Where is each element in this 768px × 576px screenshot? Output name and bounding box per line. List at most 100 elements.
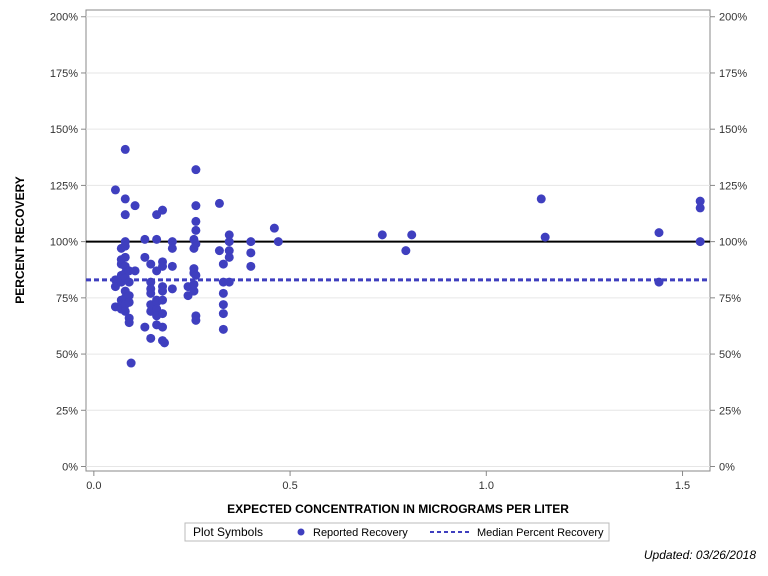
y-tick-label-left: 75% [56,293,78,305]
data-point [110,185,120,195]
y-tick-label-right: 25% [719,405,741,417]
data-point [146,288,156,298]
data-point [130,201,140,211]
y-tick-label-left: 125% [50,180,78,192]
data-point [126,358,136,368]
data-point [189,286,199,296]
data-point [146,277,156,287]
data-point [224,237,234,247]
data-point [124,291,134,301]
data-point [158,295,168,305]
y-tick-label-left: 100% [50,237,78,249]
legend-label-median: Median Percent Recovery [477,527,604,539]
y-tick-label-right: 0% [719,462,735,474]
data-point [120,306,130,316]
legend-marker-reported-recovery [297,528,305,536]
data-point [224,246,234,256]
plot-frame [85,9,711,472]
data-point [218,324,228,334]
data-point [224,230,234,240]
y-tick-label-left: 0% [62,462,78,474]
data-point [124,297,134,307]
y-tick-label-left: 150% [50,124,78,136]
data-point [120,241,130,251]
y-axis-label: PERCENT RECOVERY [13,176,27,304]
x-tick-label: 1.5 [675,480,690,492]
y-tick-label-right: 75% [719,293,741,305]
data-point [167,284,177,294]
y-tick-label-right: 175% [719,68,747,80]
data-point [246,261,256,271]
data-point [120,144,130,154]
y-tick-label-left: 25% [56,405,78,417]
y-tick-label-right: 150% [719,124,747,136]
y-tick-label-left: 175% [50,68,78,80]
data-point [120,194,130,204]
data-point [695,237,705,247]
data-point [224,252,234,262]
y-tick-label-right: 100% [719,237,747,249]
y-tick-label-right: 125% [719,180,747,192]
data-point [120,252,130,262]
data-point [191,315,201,325]
data-point [140,234,150,244]
data-point [191,225,201,235]
data-point [246,237,256,247]
data-point [191,201,201,211]
data-point [146,333,156,343]
data-point [146,259,156,269]
data-point [130,266,140,276]
data-point [695,196,705,206]
y-tick-label-left: 200% [50,12,78,24]
data-point [214,246,224,256]
data-point [218,288,228,298]
x-tick-label: 0.5 [282,480,297,492]
data-point [158,205,168,215]
data-point [695,203,705,213]
data-point [191,216,201,226]
reported-recovery-points [110,144,705,368]
data-point [218,300,228,310]
data-point [124,277,134,287]
y-tick-label-right: 50% [719,349,741,361]
data-point [159,338,169,348]
data-point [191,165,201,175]
data-point [191,239,201,249]
data-point [124,318,134,328]
data-point [140,252,150,262]
data-point [152,234,162,244]
y-tick-label-left: 50% [56,349,78,361]
legend-title: Plot Symbols [193,525,263,539]
updated-timestamp: Updated: 03/26/2018 [643,548,756,562]
data-point [273,237,283,247]
data-point [218,309,228,319]
data-point [654,228,664,238]
data-point [158,309,168,319]
legend-box [184,522,610,542]
data-point [218,259,228,269]
data-point [158,322,168,332]
x-tick-label: 0.0 [86,480,101,492]
data-point [407,230,417,240]
data-point [167,237,177,247]
data-point [540,232,550,242]
legend-label-reported-recovery: Reported Recovery [313,527,408,539]
data-point [120,210,130,220]
x-axis-label: EXPECTED CONCENTRATION IN MICROGRAMS PER… [227,502,569,516]
data-point [401,246,411,256]
data-point [140,322,150,332]
data-point [224,277,234,287]
data-point [654,277,664,287]
x-axis: 0.0 0.5 1.0 1.5 [86,471,690,492]
x-tick-label: 1.0 [479,480,494,492]
data-point [167,243,177,253]
data-point [246,248,256,258]
data-point [167,261,177,271]
y-axis-left: 0% 25% 50% 75% 100% 125% 150% 175% 200% [50,12,86,474]
data-point [189,279,199,289]
data-point [191,270,201,280]
data-point [536,194,546,204]
data-point [158,261,168,271]
data-point [269,223,279,233]
